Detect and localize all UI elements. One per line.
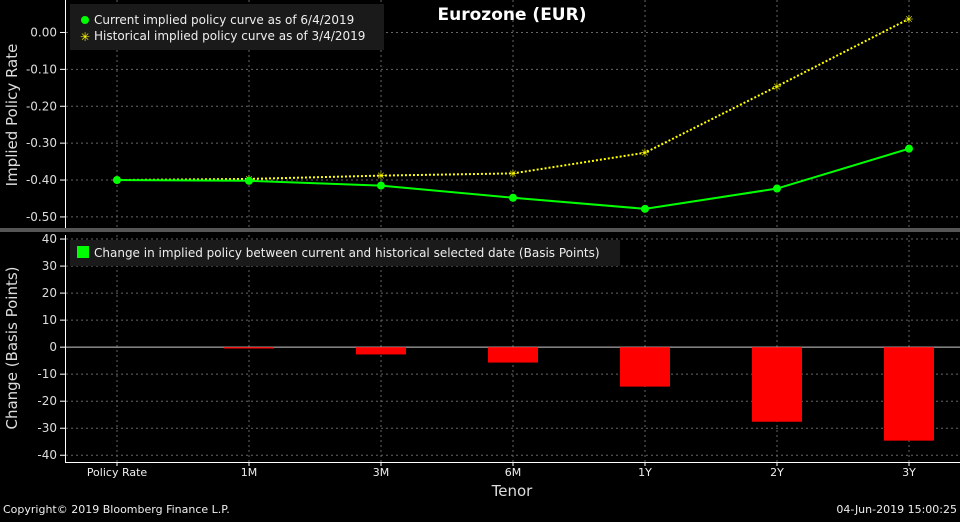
x-tick-label: 2Y xyxy=(770,466,784,479)
chart-title: Eurozone (EUR) xyxy=(438,5,587,25)
bottom-y-tick-label: -20 xyxy=(37,394,57,408)
current-curve-point xyxy=(905,144,913,153)
legend-current-marker xyxy=(81,16,89,24)
legend-current-label: Current implied policy curve as of 6/4/2… xyxy=(94,13,354,27)
top-y-label: Implied Policy Rate xyxy=(3,44,21,187)
bottom-y-tick-label: 20 xyxy=(42,286,57,300)
copyright: Copyright© 2019 Bloomberg Finance L.P. xyxy=(3,503,230,516)
change-bar xyxy=(884,347,934,441)
bottom-y-ticks: 40 30 20 10 0 -10 -20 -30 -40 xyxy=(37,232,66,462)
bottom-y-tick-label: 30 xyxy=(42,259,57,273)
x-tick-label: 1M xyxy=(241,466,258,479)
top-y-tick-label: 0.00 xyxy=(30,25,57,39)
historical-curve-point: ✳ xyxy=(640,147,649,160)
x-tick-label: Policy Rate xyxy=(87,466,148,479)
current-curve-point xyxy=(377,181,385,190)
legend-change-label: Change in implied policy between current… xyxy=(94,246,600,260)
current-curve-point xyxy=(773,184,781,193)
top-y-tick-label: -0.50 xyxy=(26,210,57,224)
x-ticks: Policy Rate 1M 3M 6M 1Y 2Y 3Y xyxy=(87,462,916,479)
legend-change-swatch xyxy=(77,246,89,258)
historical-curve-point: ✳ xyxy=(376,170,385,183)
current-curve-point xyxy=(245,176,253,185)
bottom-y-tick-label: 10 xyxy=(42,313,57,327)
legend-historical-marker: ✳ xyxy=(80,30,90,44)
change-bar xyxy=(752,347,802,422)
bottom-legend: Change in implied policy between current… xyxy=(70,240,620,266)
bottom-grid xyxy=(66,235,960,462)
panel-divider[interactable] xyxy=(0,228,960,232)
historical-curve-point: ✳ xyxy=(508,167,517,180)
bottom-y-tick-label: 40 xyxy=(42,232,57,246)
change-bar xyxy=(224,347,274,349)
legend-historical-label: Historical implied policy curve as of 3/… xyxy=(94,29,365,43)
timestamp: 04-Jun-2019 15:00:25 xyxy=(836,503,957,516)
lines: ✳✳✳✳✳✳✳ xyxy=(112,13,914,213)
top-y-tick-label: -0.30 xyxy=(26,136,57,150)
bottom-y-tick-label: -10 xyxy=(37,367,57,381)
current-curve-point xyxy=(641,204,649,213)
bottom-y-tick-label: -40 xyxy=(37,448,57,462)
bars xyxy=(224,347,934,441)
top-grid xyxy=(66,0,960,228)
x-tick-label: 3M xyxy=(373,466,390,479)
x-tick-label: 1Y xyxy=(638,466,652,479)
change-bar xyxy=(620,347,670,387)
bottom-y-tick-label: 0 xyxy=(49,340,57,354)
x-tick-label: 6M xyxy=(505,466,522,479)
top-y-tick-label: -0.40 xyxy=(26,173,57,187)
change-bar xyxy=(356,347,406,355)
top-y-ticks: 0.00 -0.10 -0.20 -0.30 -0.40 -0.50 xyxy=(26,25,66,224)
current-curve-point xyxy=(113,176,121,185)
top-legend: Current implied policy curve as of 6/4/2… xyxy=(70,4,384,50)
top-y-tick-label: -0.20 xyxy=(26,99,57,113)
bottom-y-label: Change (Basis Points) xyxy=(3,266,21,429)
historical-curve-point: ✳ xyxy=(772,80,781,93)
bottom-y-tick-label: -30 xyxy=(37,421,57,435)
top-y-tick-label: -0.10 xyxy=(26,62,57,76)
x-label: Tenor xyxy=(491,482,534,500)
x-tick-label: 3Y xyxy=(902,466,916,479)
historical-curve-point: ✳ xyxy=(904,13,913,26)
change-bar xyxy=(488,347,538,363)
current-curve-point xyxy=(509,193,517,202)
